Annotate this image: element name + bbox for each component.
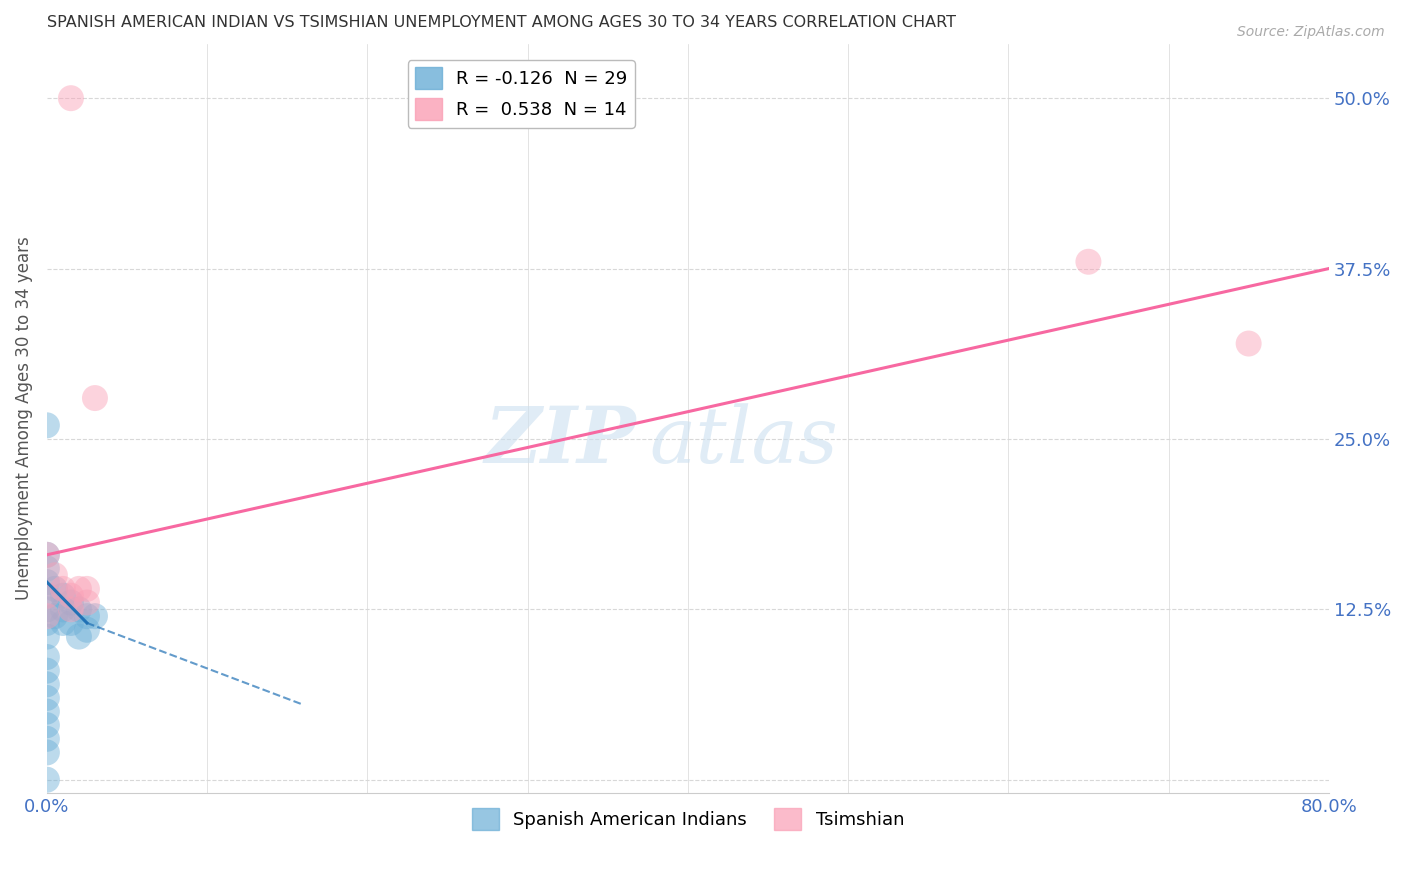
Point xyxy=(44,568,66,582)
Point xyxy=(44,582,66,596)
Point xyxy=(52,589,75,603)
Point xyxy=(35,664,58,678)
Point xyxy=(35,575,58,590)
Point xyxy=(59,602,82,616)
Text: SPANISH AMERICAN INDIAN VS TSIMSHIAN UNEMPLOYMENT AMONG AGES 30 TO 34 YEARS CORR: SPANISH AMERICAN INDIAN VS TSIMSHIAN UNE… xyxy=(46,15,956,30)
Text: Source: ZipAtlas.com: Source: ZipAtlas.com xyxy=(1237,25,1385,39)
Point xyxy=(84,391,107,405)
Point xyxy=(35,690,58,705)
Point xyxy=(59,595,82,609)
Point xyxy=(52,615,75,630)
Point xyxy=(35,705,58,719)
Point xyxy=(35,650,58,665)
Point xyxy=(59,91,82,105)
Point xyxy=(1237,336,1260,351)
Text: ZIP: ZIP xyxy=(485,403,637,479)
Text: atlas: atlas xyxy=(650,403,838,479)
Point xyxy=(35,731,58,746)
Point xyxy=(35,602,58,616)
Point xyxy=(67,630,90,644)
Point xyxy=(35,746,58,760)
Point xyxy=(67,582,90,596)
Point xyxy=(59,589,82,603)
Point xyxy=(67,602,90,616)
Point xyxy=(1077,254,1099,268)
Point xyxy=(35,718,58,732)
Point xyxy=(76,582,98,596)
Point xyxy=(52,602,75,616)
Point xyxy=(76,623,98,637)
Point xyxy=(35,548,58,562)
Y-axis label: Unemployment Among Ages 30 to 34 years: Unemployment Among Ages 30 to 34 years xyxy=(15,236,32,600)
Point xyxy=(35,615,58,630)
Point xyxy=(35,561,58,575)
Point xyxy=(84,609,107,624)
Point xyxy=(35,609,58,624)
Point xyxy=(76,595,98,609)
Point xyxy=(59,615,82,630)
Point xyxy=(35,589,58,603)
Point xyxy=(35,418,58,433)
Point xyxy=(76,609,98,624)
Point xyxy=(35,548,58,562)
Point xyxy=(52,582,75,596)
Point xyxy=(35,630,58,644)
Point xyxy=(44,609,66,624)
Point xyxy=(35,677,58,691)
Point xyxy=(35,772,58,787)
Legend: Spanish American Indians, Tsimshian: Spanish American Indians, Tsimshian xyxy=(464,800,911,837)
Point xyxy=(35,589,58,603)
